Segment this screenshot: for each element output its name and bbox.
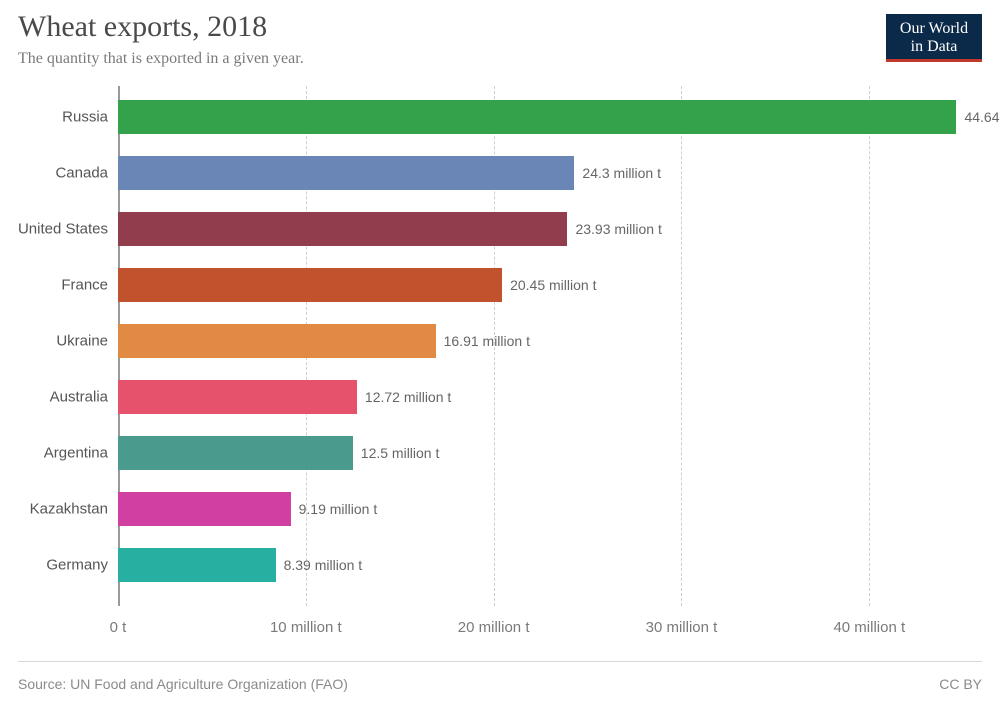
logo-underline xyxy=(886,59,982,62)
bar xyxy=(118,100,956,134)
bar-row: Australia 12.72 million t xyxy=(0,372,1000,422)
value-label: 12.5 million t xyxy=(361,445,440,461)
bar xyxy=(118,380,357,414)
bar-row: Russia 44.64 million t xyxy=(0,92,1000,142)
chart-root: Our World in Data Wheat exports, 2018 Th… xyxy=(0,0,1000,706)
bar-row: Germany 8.39 million t xyxy=(0,540,1000,590)
category-label: Ukraine xyxy=(0,333,108,350)
x-tick-label: 20 million t xyxy=(458,619,530,636)
plot-area: 0 t 10 million t 20 million t 30 million t 4… xyxy=(0,86,1000,646)
bar xyxy=(118,324,436,358)
brand-logo: Our World in Data xyxy=(886,14,982,59)
category-label: France xyxy=(0,277,108,294)
bar-row: Canada 24.3 million t xyxy=(0,148,1000,198)
bar-row: Kazakhstan 9.19 million t xyxy=(0,484,1000,534)
bar xyxy=(118,268,502,302)
x-tick-label: 40 million t xyxy=(833,619,905,636)
value-label: 12.72 million t xyxy=(365,389,451,405)
bar-row: Argentina 12.5 million t xyxy=(0,428,1000,478)
footer-divider xyxy=(18,661,982,662)
value-label: 24.3 million t xyxy=(582,165,661,181)
x-tick-label: 10 million t xyxy=(270,619,342,636)
bar xyxy=(118,212,567,246)
value-label: 16.91 million t xyxy=(444,333,530,349)
chart-subtitle: The quantity that is exported in a given… xyxy=(18,50,304,68)
logo-line1: Our World xyxy=(886,20,982,38)
x-tick-label: 30 million t xyxy=(646,619,718,636)
bar-row: Ukraine 16.91 million t xyxy=(0,316,1000,366)
bar xyxy=(118,492,291,526)
bar-row: France 20.45 million t xyxy=(0,260,1000,310)
bar xyxy=(118,548,276,582)
category-label: Australia xyxy=(0,389,108,406)
bar xyxy=(118,156,574,190)
category-label: Argentina xyxy=(0,445,108,462)
x-tick-label: 0 t xyxy=(110,619,127,636)
value-label: 9.19 million t xyxy=(299,501,378,517)
category-label: Canada xyxy=(0,165,108,182)
source-text: Source: UN Food and Agriculture Organiza… xyxy=(18,676,348,692)
license-text: CC BY xyxy=(939,676,982,692)
bar xyxy=(118,436,353,470)
category-label: United States xyxy=(0,221,108,238)
category-label: Russia xyxy=(0,109,108,126)
value-label: 44.64 million t xyxy=(964,109,1000,125)
category-label: Kazakhstan xyxy=(0,501,108,518)
category-label: Germany xyxy=(0,557,108,574)
value-label: 20.45 million t xyxy=(510,277,596,293)
value-label: 8.39 million t xyxy=(284,557,363,573)
logo-line2: in Data xyxy=(886,38,982,56)
bar-row: United States 23.93 million t xyxy=(0,204,1000,254)
chart-title: Wheat exports, 2018 xyxy=(18,10,267,44)
value-label: 23.93 million t xyxy=(575,221,661,237)
